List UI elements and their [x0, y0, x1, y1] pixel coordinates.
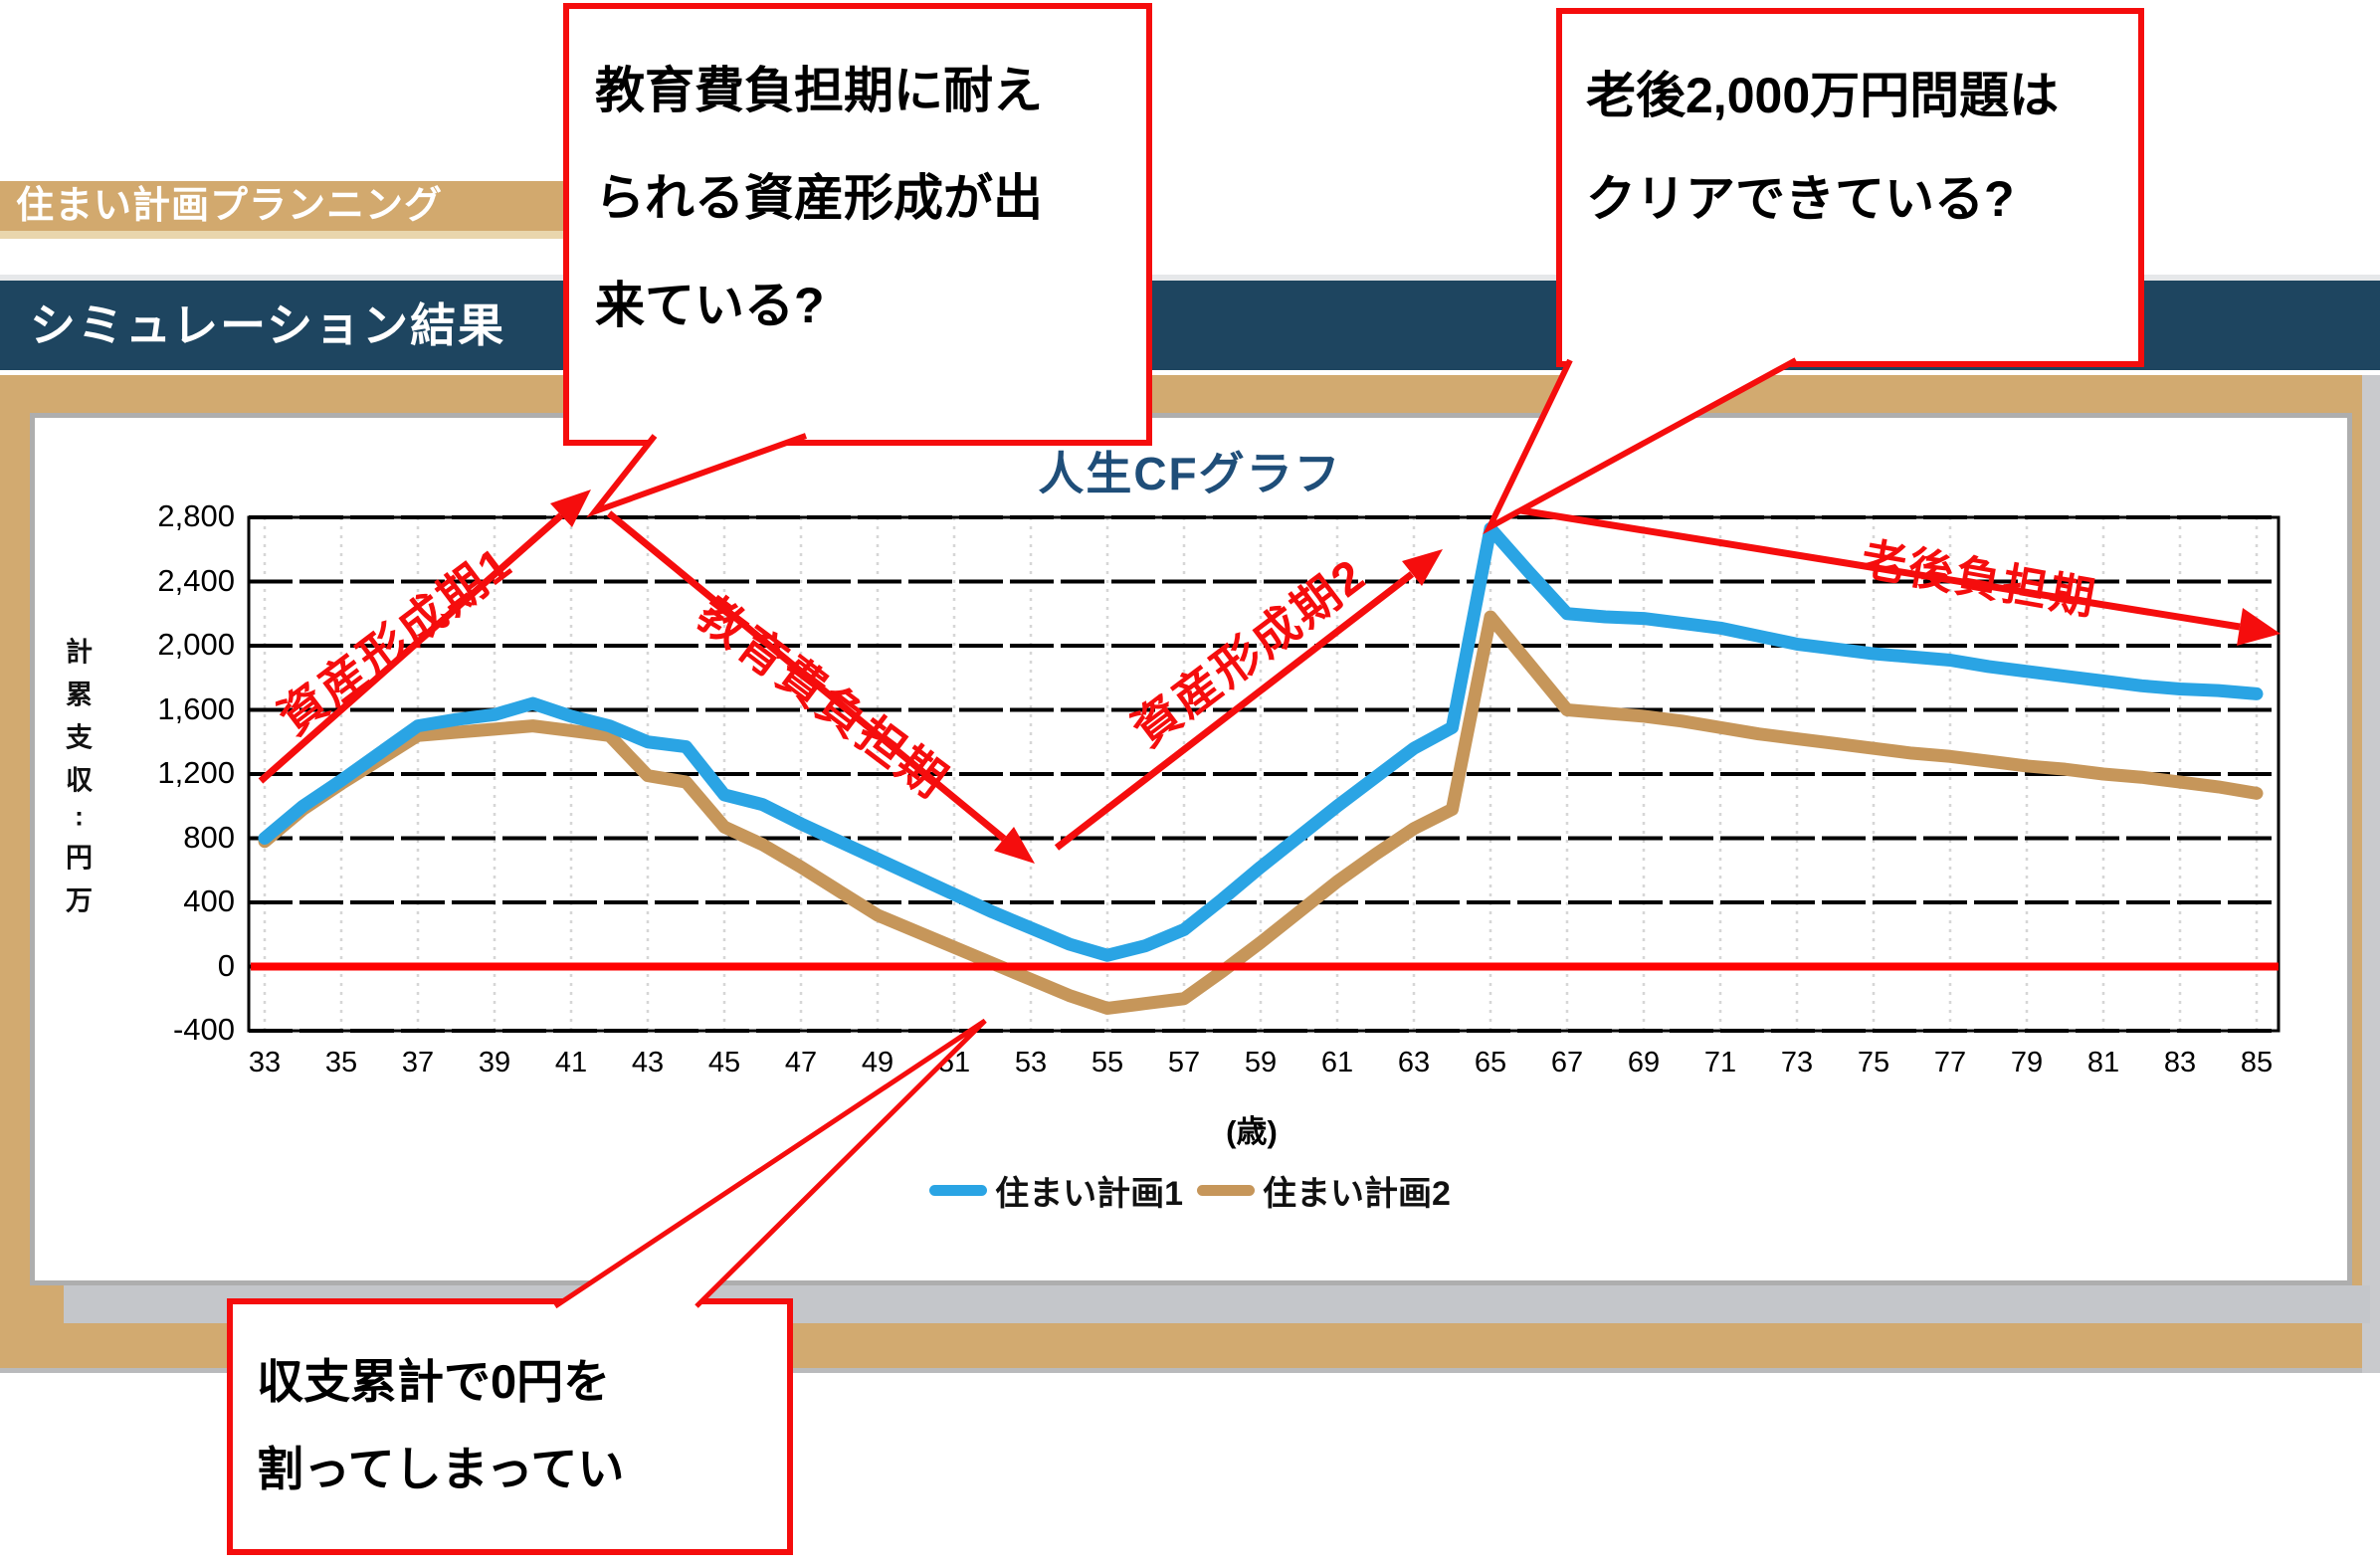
x-tick-label: 47	[784, 1047, 818, 1078]
chart-legend: 住まい計画1 住まい計画2	[0, 1166, 2380, 1215]
x-axis-unit-label: (歳)	[1226, 1114, 1278, 1149]
app-title: 住まい計画プランニング	[16, 185, 444, 227]
y-tick-label: -400	[172, 1012, 235, 1047]
callout-text: 老後2,000万円問題は	[1586, 68, 2060, 123]
legend-item: 住まい計画2	[1197, 1166, 1451, 1215]
y-tick-label: 0	[217, 947, 235, 983]
callout-text: られる資産形成が出	[595, 170, 1043, 226]
y-axis-label-char: :	[75, 801, 84, 832]
y-tick-label: 400	[183, 883, 235, 918]
x-tick-label: 69	[1627, 1047, 1661, 1078]
y-tick-label: 1,600	[157, 690, 235, 726]
callout-retirement-problem: 老後2,000万円問題は クリアできている?	[1556, 8, 2144, 367]
callout-text: 割ってしまってい	[257, 1443, 625, 1495]
y-axis-label-char: 累	[66, 680, 93, 710]
callout-text: 収支累計で0円を	[257, 1355, 611, 1408]
y-tick-label: 2,800	[157, 498, 235, 533]
x-tick-label: 61	[1320, 1047, 1354, 1078]
x-tick-label: 81	[2086, 1047, 2120, 1078]
y-axis-label-char: 円	[66, 843, 93, 874]
app-title-bar: 住まい計画プランニング	[0, 181, 573, 239]
x-tick-label: 79	[2010, 1047, 2044, 1078]
callout-below-zero: 収支累計で0円を 割ってしまってい	[227, 1298, 793, 1555]
x-tick-label: 63	[1397, 1047, 1431, 1078]
section-title: シミュレーション結果	[30, 299, 506, 351]
x-tick-label: 49	[861, 1047, 894, 1078]
x-tick-label: 35	[324, 1047, 358, 1078]
legend-label: 住まい計画2	[1263, 1175, 1451, 1213]
x-tick-label: 67	[1550, 1047, 1584, 1078]
y-tick-label: 1,200	[157, 755, 235, 790]
y-axis-label: 万円: 収支累計	[66, 631, 93, 918]
x-tick-label: 71	[1703, 1047, 1737, 1078]
x-tick-label: 43	[631, 1047, 665, 1078]
chart-title: 人生CFグラフ	[1038, 448, 1342, 499]
x-tick-label: 55	[1091, 1047, 1124, 1078]
x-tick-label: 85	[2240, 1047, 2274, 1078]
x-tick-label: 65	[1474, 1047, 1507, 1078]
divider-line	[0, 275, 2380, 281]
x-tick-label: 37	[401, 1047, 435, 1078]
y-axis-label-char: 支	[66, 722, 93, 753]
legend-swatch	[1197, 1185, 1255, 1196]
y-axis-label-char: 収	[66, 765, 93, 796]
y-tick-label: 2,000	[157, 627, 235, 662]
x-tick-label: 75	[1857, 1047, 1890, 1078]
callout-text: 来ている?	[595, 278, 825, 333]
x-tick-label: 39	[478, 1047, 511, 1078]
x-tick-label: 41	[554, 1047, 588, 1078]
y-tick-label: 800	[183, 819, 235, 855]
x-tick-label: 77	[1933, 1047, 1967, 1078]
y-tick-label: 2,400	[157, 562, 235, 598]
x-tick-label: 83	[2163, 1047, 2197, 1078]
legend-item: 住まい計画1	[929, 1166, 1183, 1215]
x-tick-label: 45	[707, 1047, 741, 1078]
legend-swatch	[929, 1185, 988, 1196]
chart-card	[30, 413, 2352, 1285]
x-tick-label: 73	[1780, 1047, 1814, 1078]
legend-label: 住まい計画1	[995, 1175, 1183, 1213]
panel-right-shadow	[2362, 375, 2380, 1373]
callout-text: 教育費負担期に耐え	[595, 63, 1043, 118]
y-axis-label-char: 計	[66, 637, 93, 668]
callout-text: クリアできている?	[1586, 171, 2015, 227]
y-axis-label-char: 万	[66, 885, 93, 916]
x-tick-label: 33	[248, 1047, 282, 1078]
x-tick-label: 53	[1014, 1047, 1048, 1078]
x-tick-label: 59	[1244, 1047, 1278, 1078]
x-tick-label: 51	[937, 1047, 971, 1078]
x-tick-label: 57	[1167, 1047, 1201, 1078]
callout-education-period: 教育費負担期に耐え られる資産形成が出 来ている?	[563, 3, 1152, 446]
